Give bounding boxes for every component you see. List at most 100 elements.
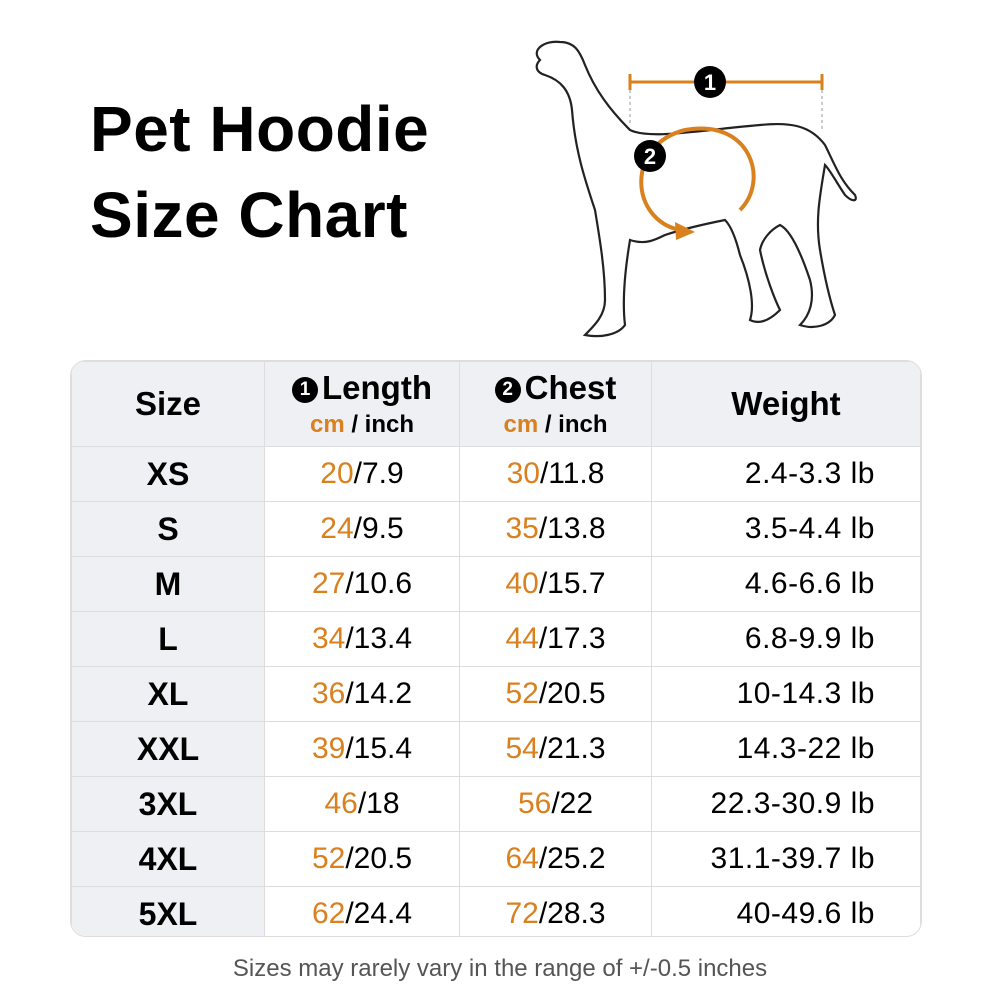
size-cell: 5XL [71,886,265,936]
length-cm: 46 [324,787,358,820]
weight-cell: 6.8-9.9 lb [651,611,921,667]
length-inch: /18 [357,787,400,820]
size-cell: L [71,611,265,667]
size-cell: XXL [71,721,265,777]
length-cm: 36 [311,677,346,710]
length-cell: 24/9.5 [264,501,460,557]
length-inch: /15.4 [345,732,413,765]
arrow-head-icon [675,222,695,240]
weight-cell: 14.3-22 lb [651,721,921,777]
table-row: 3XL 46/18 56/22 22.3-30.9 lb [71,776,921,832]
size-table: Size 1 Length cm / inch 2 Chest cm / inch … [70,360,922,937]
table-row: L 34/13.4 44/17.3 6.8-9.9 lb [71,611,921,667]
unit-inch: / inch [544,411,608,438]
chest-cm: 44 [505,622,539,655]
chest-cell: 64/25.2 [459,831,652,887]
chest-cm: 40 [505,567,539,600]
table-row: XXL 39/15.4 54/21.3 14.3-22 lb [71,721,921,777]
chest-inch: /17.3 [538,622,606,655]
chest-inch: /22 [551,787,594,820]
weight-cell: 31.1-39.7 lb [651,831,921,887]
size-cell: XS [71,446,265,502]
dog-outline [535,40,857,338]
table-row: XL 36/14.2 52/20.5 10-14.3 lb [71,666,921,722]
length-inch: /7.9 [353,457,404,490]
chest-inch: /28.3 [538,897,606,930]
length-cell: 20/7.9 [264,446,460,502]
size-cell: XL [71,666,265,722]
chest-cm: 72 [505,897,539,930]
length-cell: 62/24.4 [264,886,460,936]
length-inch: /20.5 [345,842,413,875]
length-cm: 39 [311,732,346,765]
chest-cell: 52/20.5 [459,666,652,722]
weight-cell: 4.6-6.6 lb [651,556,921,612]
chest-inch: /11.8 [539,457,605,490]
length-inch: /13.4 [345,622,413,655]
title-line-1: Pet Hoodie [90,93,430,165]
length-cell: 34/13.4 [264,611,460,667]
unit-cm: cm [309,411,345,438]
length-cm: 62 [311,897,346,930]
weight-cell: 10-14.3 lb [651,666,921,722]
chest-cell: 44/17.3 [459,611,652,667]
header-length-label: Length [322,369,432,406]
length-cm: 27 [311,567,346,600]
marker-2-icon: 2 [494,377,521,403]
table-header-row: Size 1 Length cm / inch 2 Chest cm / inch … [71,361,921,447]
chest-cell: 56/22 [459,776,652,832]
table-row: 5XL 62/24.4 72/28.3 40-49.6 lb [71,886,921,936]
length-inch: /9.5 [353,512,404,545]
unit-inch: / inch [351,411,415,438]
unit-cm: cm [503,411,539,438]
title-line-2: Size Chart [90,179,408,251]
weight-cell: 22.3-30.9 lb [651,776,921,832]
chest-cell: 72/28.3 [459,886,652,936]
chest-inch: /25.2 [538,842,606,875]
chest-arrow [639,126,756,232]
disclaimer-note: Sizes may rarely vary in the range of +/… [232,955,768,982]
svg-text:2: 2 [644,144,656,169]
weight-cell: 3.5-4.4 lb [651,501,921,557]
header-size: Size [71,361,265,447]
chest-cm: 56 [517,787,552,820]
chest-cm: 30 [506,457,540,490]
weight-cell: 2.4-3.3 lb [651,446,921,502]
chest-cell: 54/21.3 [459,721,652,777]
chest-cm: 35 [505,512,539,545]
table-row: 4XL 52/20.5 64/25.2 31.1-39.7 lb [71,831,921,887]
chest-cell: 30/11.8 [459,446,652,502]
length-cell: 36/14.2 [264,666,460,722]
length-inch: /14.2 [345,677,413,710]
length-cm: 24 [320,512,354,545]
length-cell: 27/10.6 [264,556,460,612]
table-row: XS 20/7.9 30/11.8 2.4-3.3 lb [71,446,921,502]
chest-inch: /21.3 [538,732,606,765]
table-row: S 24/9.5 35/13.8 3.5-4.4 lb [71,501,921,557]
marker-1-icon [694,66,726,98]
chest-inch: /13.8 [538,512,606,545]
header-chest: 2 Chest cm / inch [459,361,652,447]
size-cell: M [71,556,265,612]
chest-cell: 40/15.7 [459,556,652,612]
chest-inch: /15.7 [538,567,606,600]
chest-cell: 35/13.8 [459,501,652,557]
chest-cm: 52 [505,677,539,710]
length-cell: 39/15.4 [264,721,460,777]
header-weight: Weight [651,361,921,447]
header-chest-label: Chest [524,369,617,406]
length-inch: /10.6 [345,567,413,600]
length-inch: /24.4 [345,897,413,930]
dog-measurement-diagram: 1 2 [535,40,857,338]
length-cell: 46/18 [264,776,460,832]
size-cell: S [71,501,265,557]
size-cell: 3XL [71,776,265,832]
header-length: 1 Length cm / inch [264,361,460,447]
size-cell: 4XL [71,831,265,887]
length-cell: 52/20.5 [264,831,460,887]
chest-inch: /20.5 [538,677,606,710]
length-cm: 52 [311,842,346,875]
length-cm: 20 [320,457,354,490]
svg-text:1: 1 [704,70,716,95]
